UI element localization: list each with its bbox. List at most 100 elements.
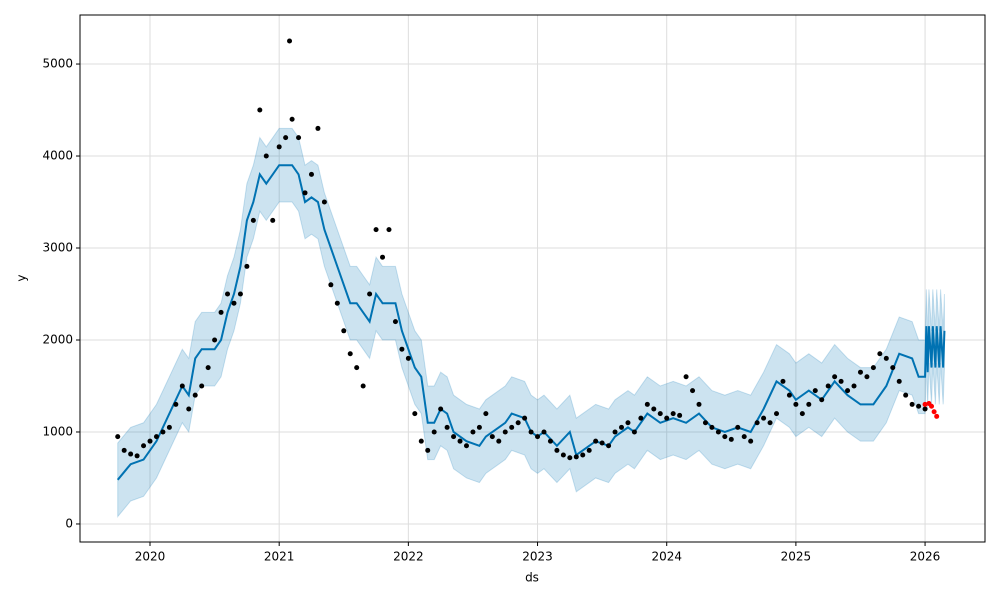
data-point — [825, 383, 831, 389]
data-point — [502, 429, 508, 435]
data-point — [857, 369, 863, 375]
data-point — [786, 392, 792, 398]
data-point — [696, 401, 702, 407]
data-point — [237, 291, 243, 297]
data-point — [806, 401, 812, 407]
data-point — [392, 319, 398, 325]
data-point — [367, 291, 373, 297]
data-point — [741, 434, 747, 440]
data-point — [774, 411, 780, 417]
data-point — [380, 254, 386, 260]
data-point — [528, 429, 534, 435]
data-point — [308, 171, 314, 177]
data-point — [431, 429, 437, 435]
data-point — [302, 190, 308, 196]
y-tick-label: 3000 — [42, 241, 73, 255]
data-point — [212, 337, 218, 343]
y-tick-label: 0 — [65, 516, 73, 530]
data-point — [573, 454, 579, 460]
data-point — [922, 406, 928, 412]
forecast-line — [116, 164, 946, 481]
data-point — [631, 429, 637, 435]
data-point — [754, 420, 760, 426]
data-point — [560, 452, 566, 458]
data-point — [121, 447, 127, 453]
data-point — [153, 434, 159, 440]
data-point — [877, 351, 883, 357]
data-point — [509, 424, 515, 430]
x-tick-label: 2025 — [781, 550, 812, 564]
data-point — [728, 436, 734, 442]
data-point — [412, 411, 418, 417]
data-point — [263, 153, 269, 159]
data-point — [418, 438, 424, 444]
data-point — [619, 424, 625, 430]
data-point — [425, 447, 431, 453]
data-point — [934, 413, 940, 419]
data-point — [489, 434, 495, 440]
data-point — [360, 383, 366, 389]
data-point — [547, 438, 553, 444]
y-tick-label: 2000 — [42, 332, 73, 346]
x-tick-label: 2021 — [264, 550, 295, 564]
data-point — [644, 401, 650, 407]
data-point — [231, 300, 237, 306]
data-point — [522, 415, 528, 421]
data-point — [793, 401, 799, 407]
data-point — [554, 447, 560, 453]
data-point — [451, 434, 457, 440]
data-point — [386, 227, 392, 233]
data-point — [702, 420, 708, 426]
data-point — [160, 429, 166, 435]
y-tick-label: 5000 — [42, 57, 73, 71]
data-point — [270, 217, 276, 223]
data-point — [276, 144, 282, 150]
uncertainty-band — [117, 127, 945, 519]
data-point — [515, 420, 521, 426]
data-point — [179, 383, 185, 389]
data-point — [593, 438, 599, 444]
data-point — [496, 438, 502, 444]
data-point — [870, 365, 876, 371]
data-point — [909, 401, 915, 407]
x-axis-label: ds — [525, 571, 539, 585]
data-point — [931, 409, 937, 415]
data-point — [244, 263, 250, 269]
data-point — [541, 429, 547, 435]
data-point — [147, 438, 153, 444]
data-point — [257, 107, 263, 113]
data-point — [651, 406, 657, 412]
data-point — [218, 309, 224, 315]
data-point — [929, 403, 935, 409]
data-point — [173, 401, 179, 407]
data-point — [709, 424, 715, 430]
data-point — [334, 300, 340, 306]
data-point — [586, 447, 592, 453]
data-point — [896, 378, 902, 384]
y-tick-label: 1000 — [42, 424, 73, 438]
data-point — [315, 125, 321, 131]
data-point — [890, 365, 896, 371]
data-point — [780, 378, 786, 384]
data-point — [715, 429, 721, 435]
data-point — [606, 443, 612, 449]
data-point — [186, 406, 192, 412]
data-point — [625, 420, 631, 426]
data-point — [864, 374, 870, 380]
data-point — [444, 424, 450, 430]
data-point — [141, 443, 147, 449]
data-point — [373, 227, 379, 233]
data-point — [812, 388, 818, 394]
data-point — [883, 355, 889, 361]
data-point — [580, 452, 586, 458]
data-point — [664, 415, 670, 421]
data-point — [457, 438, 463, 444]
data-point — [115, 434, 121, 440]
data-point — [799, 411, 805, 417]
data-point — [296, 135, 302, 141]
data-point — [903, 392, 909, 398]
data-point — [192, 392, 198, 398]
data-point — [722, 434, 728, 440]
data-point — [399, 346, 405, 352]
data-point — [205, 365, 211, 371]
